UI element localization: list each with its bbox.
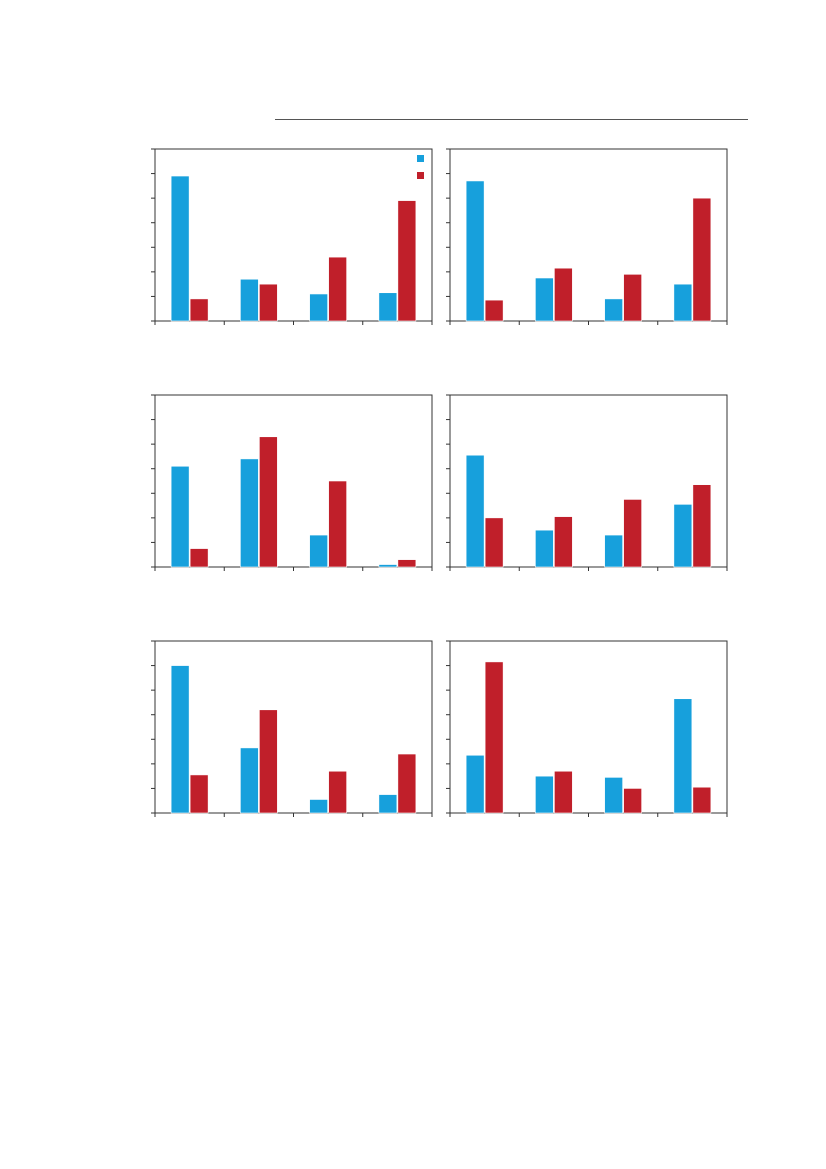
chart-4-bar [535,529,554,568]
chart-1-bar [397,200,417,322]
chart-2-bar [484,299,504,322]
chart-3-bar [240,458,259,568]
chart-5-bar [170,665,190,814]
header-rule [275,119,748,120]
chart-2-bar [673,283,693,322]
chart-5-bar [259,709,278,814]
chart-4-bar [604,534,623,568]
chart-2-bar [604,298,623,322]
chart-3-bar [189,548,209,568]
chart-1-bar [378,292,398,322]
chart-3-bar [309,534,328,568]
chart-1-bar [328,256,347,322]
chart-2-bar [554,267,573,322]
chart-5-bar [397,753,417,814]
chart-1-bar [259,283,278,322]
chart-6-bar [554,770,573,814]
chart-4-bar [673,504,693,568]
chart-5-bar [378,794,398,814]
chart-2-bar [535,277,554,322]
chart-6-bar [465,754,485,814]
chart-2-bar [623,274,642,322]
chart-3-bar [397,559,417,568]
chart-1-legend-swatch [417,155,424,162]
chart-4-bar [484,517,504,568]
chart-1-bar [240,278,259,322]
chart-3-bar [259,436,278,568]
chart-6-bar [535,775,554,814]
chart-4-bar [554,516,573,568]
chart-2-bar [692,197,712,322]
chart-6-bar [623,788,642,814]
chart-6-bar [484,661,504,814]
chart-1-bar [309,293,328,322]
chart-5-bar [189,774,209,814]
chart-1-bar [170,175,190,322]
chart-1-bar [189,298,209,322]
chart-1-legend-swatch [417,172,424,179]
chart-4-bar [692,484,712,568]
chart-6-bar [673,698,693,814]
chart-2-bar [465,180,485,322]
chart-5-bar [240,747,259,814]
chart-3-bar [328,480,347,568]
chart-6-bar [692,786,712,814]
chart-4-bar [465,454,485,568]
chart-4-bar [623,499,642,568]
chart-3-bar [378,564,398,568]
chart-3-bar [170,465,190,568]
chart-5-bar [328,770,347,814]
chart-6-bar [604,777,623,814]
chart-5-bar [309,799,328,814]
chart-3-frame [154,394,433,568]
